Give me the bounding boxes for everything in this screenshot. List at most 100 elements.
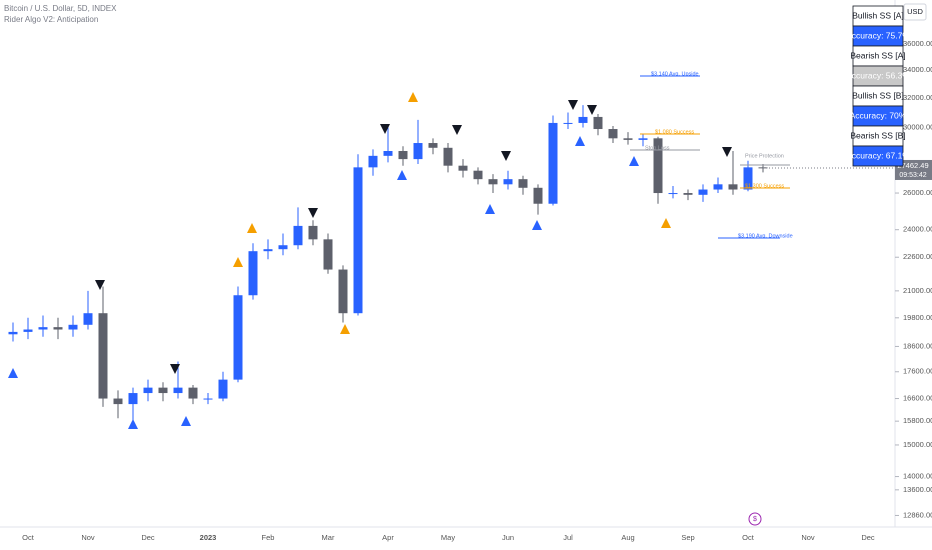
buy-signal xyxy=(397,170,407,180)
x-tick-label: 2023 xyxy=(200,533,217,542)
sell-signal xyxy=(452,125,462,135)
y-tick-label: 15800.00 xyxy=(903,416,932,425)
candle-body xyxy=(563,122,573,124)
candle-body xyxy=(668,193,678,195)
x-tick-label: Dec xyxy=(861,533,875,542)
x-tick-label: Nov xyxy=(801,533,815,542)
buy-signal xyxy=(8,368,18,378)
y-tick-label: 12860.00 xyxy=(903,510,932,519)
candle-body xyxy=(98,313,108,399)
sell-signal xyxy=(380,124,390,134)
candle-body xyxy=(713,184,723,190)
candle-body xyxy=(608,129,618,139)
table-accuracy: Accuracy: 67.1% xyxy=(846,150,910,160)
candle-body xyxy=(278,245,288,250)
buy-signal xyxy=(532,220,542,230)
candle-body xyxy=(53,327,63,330)
x-tick-label: Apr xyxy=(382,533,394,542)
candle-body xyxy=(338,269,348,314)
candle-body xyxy=(173,387,183,394)
candle-body xyxy=(638,138,648,140)
last-price-box xyxy=(895,159,932,180)
y-tick-label: 26000.00 xyxy=(903,188,932,197)
candle-body xyxy=(113,398,123,405)
sell-signal xyxy=(568,100,578,110)
y-tick-label: 30000.00 xyxy=(903,122,932,131)
candle-body xyxy=(533,187,543,204)
candle-body xyxy=(518,179,528,188)
annotation: $3,190 Avg. Downside xyxy=(738,233,793,239)
x-tick-label: May xyxy=(441,533,455,542)
candle-body xyxy=(458,165,468,171)
candle-body xyxy=(248,251,258,296)
x-tick-label: Nov xyxy=(81,533,95,542)
buy-signal xyxy=(629,156,639,166)
candle-body xyxy=(323,239,333,270)
buy-signal xyxy=(233,257,243,267)
buy-signal xyxy=(181,416,191,426)
y-tick-label: 22600.00 xyxy=(903,252,932,261)
candle-body xyxy=(263,249,273,252)
candle-body xyxy=(398,150,408,160)
buy-signal xyxy=(128,419,138,429)
candle-body xyxy=(683,193,693,195)
candle-body xyxy=(698,189,708,195)
candle-body xyxy=(473,170,483,180)
countdown: 09:53:42 xyxy=(899,172,926,179)
x-tick-label: Mar xyxy=(322,533,335,542)
candle-body xyxy=(308,225,318,240)
candle-body xyxy=(623,138,633,140)
sell-signal xyxy=(170,364,180,374)
y-tick-label: 14000.00 xyxy=(903,472,932,481)
y-tick-label: 36000.00 xyxy=(903,39,932,48)
candle-body xyxy=(743,167,753,190)
table-accuracy: Accuracy: 56.3% xyxy=(846,70,910,80)
sell-signal xyxy=(95,280,105,290)
symbol: Bitcoin / U.S. Dollar, 5D, INDEX xyxy=(4,4,117,13)
annotation: Price Protection xyxy=(745,153,784,159)
y-tick-label: 16600.00 xyxy=(903,394,932,403)
buy-signal xyxy=(247,223,257,233)
y-tick-label: 34000.00 xyxy=(903,65,932,74)
candle-body xyxy=(143,387,153,394)
candle-body xyxy=(23,329,33,332)
candle-body xyxy=(488,179,498,185)
candle-body xyxy=(368,155,378,168)
buy-signal xyxy=(340,324,350,334)
table-accuracy: Accuracy: 70% xyxy=(850,110,907,120)
annotation: $1,080 Success xyxy=(655,129,694,135)
dividend-icon[interactable] xyxy=(748,512,762,526)
y-tick-label: 21000.00 xyxy=(903,286,932,295)
candle-body xyxy=(578,116,588,123)
sell-signal xyxy=(587,105,597,115)
x-tick-label: Dec xyxy=(141,533,155,542)
candle-body xyxy=(413,143,423,160)
candle-body xyxy=(158,387,168,394)
dividend-icon-glyph[interactable]: $ xyxy=(753,516,757,523)
buy-signal xyxy=(575,136,585,146)
annotation: Stop Loss xyxy=(645,145,670,151)
candle-body xyxy=(128,393,138,405)
candle-body xyxy=(383,150,393,156)
candle-body xyxy=(503,179,513,185)
x-tick-label: Jun xyxy=(502,533,514,542)
currency[interactable]: USD xyxy=(907,7,923,16)
table-label: Bullish SS [B] xyxy=(852,90,904,100)
x-tick-label: Jul xyxy=(563,533,573,542)
table-label: Bearish SS [A] xyxy=(850,50,905,60)
x-tick-label: Oct xyxy=(742,533,755,542)
table-label: Bearish SS [B] xyxy=(850,130,905,140)
x-tick-label: Sep xyxy=(681,533,694,542)
indicator-name: Rider Algo V2: Anticipation xyxy=(4,15,98,24)
currency-button[interactable] xyxy=(903,3,927,21)
y-tick-label: 17600.00 xyxy=(903,367,932,376)
x-tick-label: Feb xyxy=(262,533,275,542)
candle-body xyxy=(428,143,438,148)
annotation: $3,140 Avg. Upside xyxy=(651,71,699,77)
candle-body xyxy=(218,379,228,399)
last-price: 27462.49 xyxy=(897,161,928,170)
candle-body xyxy=(233,295,243,380)
annotation: $1,300 Success xyxy=(745,183,784,189)
